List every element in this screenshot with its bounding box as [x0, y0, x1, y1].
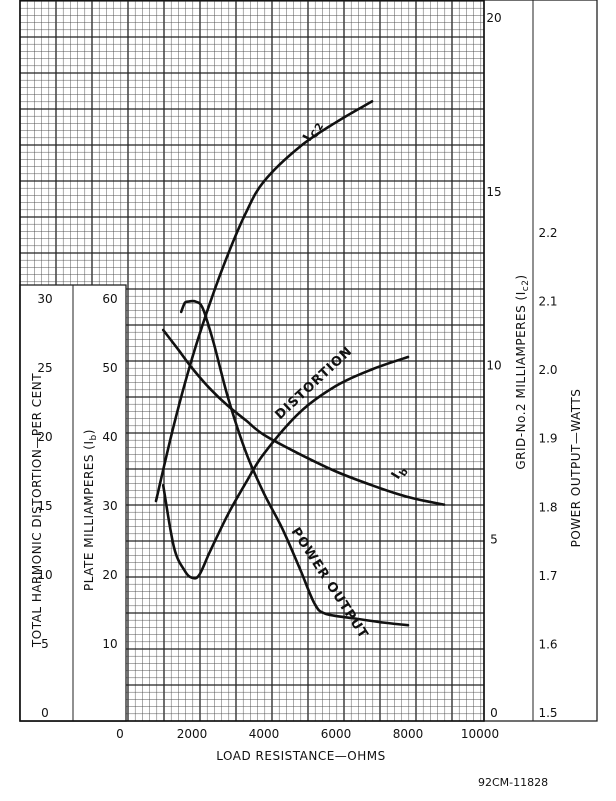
x-tick-label: 6000 [321, 727, 352, 741]
power-tick-label: 1.9 [538, 432, 557, 446]
distortion-tick-label: 30 [37, 292, 52, 306]
figure-id: 92CM-11828 [478, 776, 548, 789]
grid2-axis-title: GRID-No.2 MILLIAMPERES (Ic2) [514, 274, 531, 469]
power-tick-label: 1.5 [538, 706, 557, 720]
axis-titles: LOAD RESISTANCE—OHMS TOTAL HARMONIC DIST… [30, 274, 583, 763]
grid2-tick-label: 0 [490, 706, 498, 720]
power-tick-label: 1.6 [538, 637, 557, 651]
x-tick-label: 4000 [249, 727, 280, 741]
distortion-tick-label: 10 [37, 568, 52, 582]
x-tick-label: 8000 [393, 727, 424, 741]
plate-tick-label: 50 [102, 361, 117, 375]
power-tick-label: 2.1 [538, 295, 557, 309]
distortion-tick-label: 0 [41, 706, 49, 720]
power-tick-label: 1.7 [538, 569, 557, 583]
grid2-tick-label: 5 [490, 532, 498, 546]
distortion-tick-label: 20 [37, 430, 52, 444]
x-tick-label: 0 [116, 727, 124, 741]
plate-tick-label: 20 [102, 568, 117, 582]
plate-tick-label: 60 [102, 292, 117, 306]
power-tick-label: 1.8 [538, 500, 557, 514]
grid2-tick-label: 10 [486, 359, 501, 373]
plot-border [19, 0, 485, 722]
curve-power-output [179, 299, 410, 627]
grid2-tick-label: 20 [486, 11, 501, 25]
x-tick-label: 2000 [177, 727, 208, 741]
curve-ic2 [154, 100, 374, 503]
distortion-axis-title: TOTAL HARMONIC DISTORTION—PER CENT [30, 373, 44, 648]
plate-tick-label: 40 [102, 430, 117, 444]
distortion-tick-label: 15 [37, 499, 52, 513]
x-axis-title: LOAD RESISTANCE—OHMS [216, 749, 385, 763]
distortion-tick-label: 25 [37, 361, 52, 375]
curve-ib [161, 328, 446, 506]
plate-tick-label: 10 [102, 637, 117, 651]
plate-tick-label: 30 [102, 499, 117, 513]
grid2-tick-label: 15 [486, 185, 501, 199]
panel-boxes [19, 0, 598, 722]
plate-axis-title: PLATE MILLIAMPERES (Ib) [82, 429, 99, 591]
power-axis-title: POWER OUTPUT—WATTS [569, 389, 583, 548]
x-tick-label: 10000 [461, 727, 499, 741]
tick-labels: 0 2000 4000 6000 8000 10000 0 5 10 15 20 25 30 10 20 30… [37, 11, 557, 741]
power-tick-label: 2.0 [538, 363, 557, 377]
power-tick-label: 2.2 [538, 226, 557, 240]
distortion-tick-label: 5 [41, 637, 49, 651]
curve-distortion [161, 355, 410, 580]
data-curves [154, 100, 446, 627]
